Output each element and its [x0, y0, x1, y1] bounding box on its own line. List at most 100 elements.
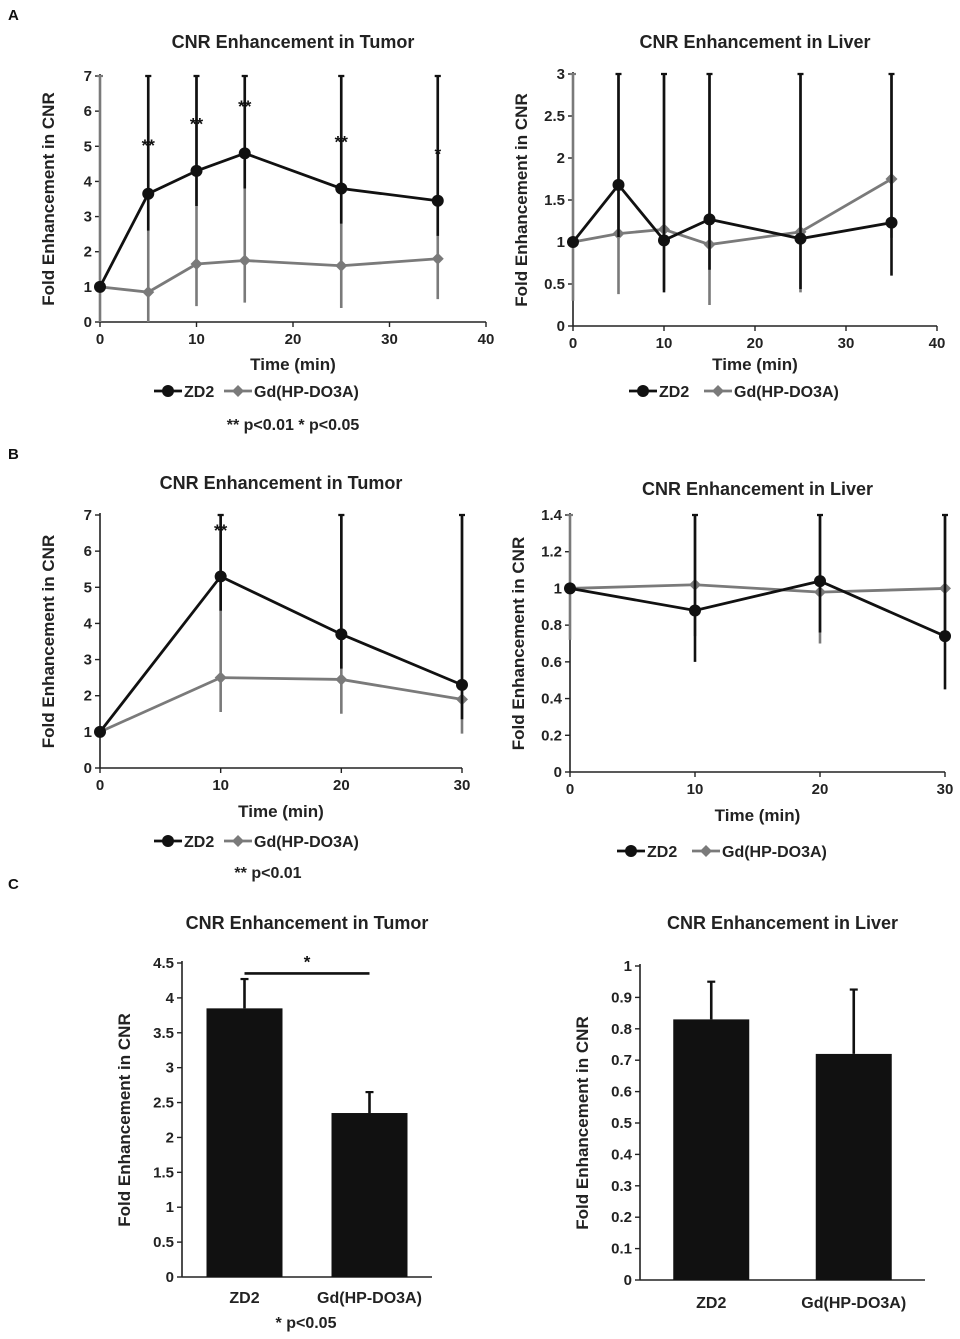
x-tick-label: 20 — [812, 781, 829, 798]
y-tick-label: 0 — [166, 1269, 174, 1286]
x-tick-label: 0 — [96, 777, 104, 794]
x-tick-label: 10 — [687, 781, 704, 798]
data-point — [94, 725, 106, 738]
data-point — [939, 630, 951, 643]
y-axis-label: Fold Enhancement in CNR — [39, 92, 58, 305]
y-tick-label: 0 — [84, 314, 92, 331]
x-tick-label: 20 — [333, 777, 350, 794]
y-tick-label: 1 — [84, 279, 92, 296]
y-tick-label: 5 — [84, 138, 92, 155]
bar — [673, 1019, 750, 1280]
legend-marker — [162, 385, 174, 397]
bar — [206, 1008, 283, 1277]
y-tick-label: 0 — [84, 760, 92, 777]
category-label: ZD2 — [696, 1295, 726, 1312]
legend-marker — [162, 835, 174, 847]
legend-marker — [712, 385, 724, 397]
y-tick-label: 1 — [166, 1199, 174, 1216]
series-line — [99, 676, 463, 734]
y-axis-label: Fold Enhancement in CNR — [509, 537, 528, 750]
data-point — [564, 582, 576, 595]
y-tick-label: 2.5 — [153, 1095, 174, 1112]
series-gd-hp-do3a — [94, 513, 468, 738]
chart-title: CNR Enhancement in Tumor — [160, 473, 403, 493]
panel-label-c: C — [8, 876, 19, 893]
significance-marker: ** — [214, 521, 228, 540]
y-tick-label: 0.6 — [541, 654, 562, 671]
y-axis-label: Fold Enhancement in CNR — [115, 1013, 134, 1226]
significance-marker: ** — [335, 132, 349, 151]
y-tick-label: 0.3 — [611, 1178, 632, 1195]
legend-marker — [637, 385, 649, 397]
data-point — [190, 164, 203, 177]
y-tick-label: 3 — [557, 66, 565, 83]
series-line — [99, 257, 438, 294]
legend-marker — [232, 835, 244, 847]
significance-note: ** p<0.01 — [234, 865, 301, 882]
x-tick-label: 0 — [566, 781, 574, 798]
x-tick-label: 10 — [212, 777, 229, 794]
legend-label: ZD2 — [647, 844, 677, 861]
y-axis-label: Fold Enhancement in CNR — [512, 93, 531, 306]
data-point — [142, 286, 155, 299]
category-label: Gd(HP-DO3A) — [317, 1290, 422, 1307]
x-axis-label: Time (min) — [238, 802, 324, 821]
y-tick-label: 6 — [84, 543, 92, 560]
chart-title: CNR Enhancement in Liver — [642, 479, 873, 499]
chart-title: CNR Enhancement in Tumor — [172, 32, 415, 52]
x-tick-label: 10 — [188, 331, 205, 348]
data-point — [612, 178, 625, 191]
series-line — [98, 574, 463, 733]
panel-label-a: A — [8, 7, 19, 24]
y-tick-label: 7 — [84, 68, 92, 85]
chart-a-tumor: CNR Enhancement in Tumor Fold Enhancement… — [39, 32, 494, 434]
y-axis-label: Fold Enhancement in CNR — [573, 1016, 592, 1229]
y-tick-label: 7 — [84, 507, 92, 524]
y-tick-label: 1.4 — [541, 507, 563, 524]
y-tick-label: 1 — [624, 958, 632, 975]
bar — [331, 1113, 408, 1277]
x-axis-label: Time (min) — [250, 355, 336, 374]
y-tick-label: 6 — [84, 103, 92, 120]
x-tick-label: 30 — [454, 777, 471, 794]
y-tick-label: 3 — [84, 652, 92, 669]
series-zd2 — [564, 513, 951, 690]
significance-marker: * — [304, 952, 311, 971]
y-tick-label: 1.2 — [541, 544, 562, 561]
y-tick-label: 2 — [84, 688, 92, 705]
data-point — [703, 213, 716, 226]
x-tick-label: 40 — [478, 331, 495, 348]
legend-label: ZD2 — [184, 834, 214, 851]
legend-label: Gd(HP-DO3A) — [254, 384, 359, 401]
y-tick-label: 1 — [557, 234, 565, 251]
chart-title: CNR Enhancement in Liver — [639, 32, 870, 52]
y-tick-label: 0.7 — [611, 1052, 632, 1069]
chart-title: CNR Enhancement in Liver — [667, 913, 898, 933]
data-point — [142, 187, 155, 200]
data-point — [814, 575, 826, 588]
series-zd2 — [94, 513, 468, 738]
y-tick-label: 4.5 — [153, 955, 174, 972]
data-point — [431, 252, 444, 265]
y-tick-label: 4 — [84, 173, 93, 190]
y-tick-label: 1.5 — [153, 1164, 174, 1181]
series-gd-hp-do3a — [564, 513, 951, 644]
series-line — [572, 177, 893, 246]
y-tick-label: 3 — [166, 1060, 174, 1077]
data-point — [658, 234, 670, 247]
series-line — [98, 151, 438, 288]
data-point — [689, 604, 701, 617]
y-tick-label: 3 — [84, 209, 92, 226]
x-axis-label: Time (min) — [712, 355, 798, 374]
significance-note: * p<0.05 — [276, 1315, 337, 1332]
panel-label-b: B — [8, 446, 19, 463]
chart-title: CNR Enhancement in Tumor — [186, 913, 429, 933]
data-point — [567, 236, 579, 248]
y-tick-label: 0.2 — [541, 727, 562, 744]
x-tick-label: 30 — [838, 335, 855, 352]
data-point — [335, 182, 348, 195]
significance-marker: ** — [238, 97, 252, 116]
category-label: Gd(HP-DO3A) — [801, 1295, 906, 1312]
y-tick-label: 0.5 — [544, 276, 565, 293]
data-point — [214, 671, 227, 684]
